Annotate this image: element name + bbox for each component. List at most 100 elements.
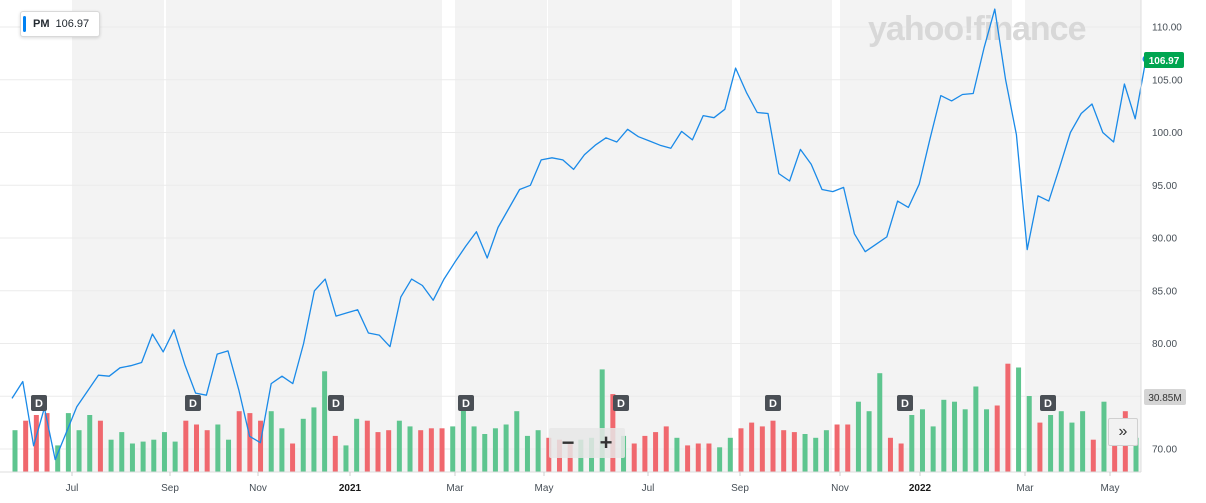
y-tick-label: 100.00: [1152, 128, 1183, 139]
volume-bar: [12, 430, 18, 472]
volume-bar: [631, 443, 637, 472]
volume-bar: [653, 432, 659, 472]
volume-bar: [514, 411, 520, 472]
volume-bars: [12, 363, 1139, 472]
volume-bar: [973, 386, 979, 472]
volume-bar: [823, 430, 829, 472]
x-tick-label: 2021: [339, 483, 362, 494]
x-tick-label: Jul: [66, 483, 79, 494]
month-band: [258, 0, 350, 472]
ticker-legend[interactable]: PM 106.97: [20, 11, 101, 37]
volume-bar: [898, 443, 904, 472]
dividend-marker[interactable]: D: [897, 395, 913, 411]
volume-bar: [140, 441, 146, 472]
volume-bar: [1026, 396, 1032, 472]
y-tick-label: 95.00: [1152, 181, 1177, 192]
volume-bar: [1101, 401, 1107, 472]
volume-bar: [685, 445, 691, 472]
dividend-marker[interactable]: D: [613, 395, 629, 411]
x-tick-label: 2022: [909, 483, 932, 494]
dividend-label: D: [35, 398, 43, 410]
volume-bar: [770, 420, 776, 472]
volume-bar: [108, 439, 114, 472]
volume-bar: [354, 418, 360, 472]
month-band: [920, 0, 1012, 472]
volume-bar: [460, 396, 466, 472]
volume-bar: [65, 413, 71, 472]
volume-bar: [439, 428, 445, 472]
dividend-marker[interactable]: D: [765, 395, 781, 411]
volume-bar: [1069, 422, 1075, 472]
x-tick-label: Sep: [161, 483, 179, 494]
volume-bar: [215, 424, 221, 472]
last-price-label: 106.97: [1149, 56, 1180, 67]
volume-bar: [129, 443, 135, 472]
month-band: [455, 0, 547, 472]
volume-bar: [919, 409, 925, 472]
volume-bar: [503, 424, 509, 472]
volume-bar: [204, 430, 210, 472]
volume-bar: [749, 422, 755, 472]
dividend-badge: [185, 395, 201, 411]
x-tick-label: Mar: [1016, 483, 1034, 494]
volume-bar: [1133, 437, 1139, 472]
y-tick-label: 105.00: [1152, 75, 1183, 86]
volume-bar: [930, 426, 936, 472]
volume-bar: [55, 445, 61, 472]
dividend-marker[interactable]: D: [458, 395, 474, 411]
month-band: [72, 0, 164, 472]
volume-bar: [428, 428, 434, 472]
dividend-label: D: [617, 398, 625, 410]
dividend-label: D: [769, 398, 777, 410]
volume-bar: [546, 437, 552, 472]
volume-bar: [290, 443, 296, 472]
volume-bar: [695, 443, 701, 472]
month-band: [1025, 0, 1117, 472]
volume-bar: [781, 430, 787, 472]
volume-bar: [984, 409, 990, 472]
yahoo-finance-watermark: yahoo!finance: [868, 10, 1086, 48]
y-tick-label: 110.00: [1152, 23, 1182, 34]
x-tick-label: May: [535, 483, 554, 494]
volume-bar: [76, 430, 82, 472]
volume-bar: [418, 430, 424, 472]
volume-bar: [866, 411, 872, 472]
month-band: [740, 0, 832, 472]
dividend-badge: [328, 395, 344, 411]
ticker-price: 106.97: [55, 18, 90, 30]
volume-bar: [183, 420, 189, 472]
zoom-in-button[interactable]: +: [599, 430, 613, 455]
volume-bar: [674, 437, 680, 472]
dividend-badge: [458, 395, 474, 411]
month-band: [640, 0, 732, 472]
volume-bar: [994, 405, 1000, 472]
dividend-marker[interactable]: D: [1040, 395, 1056, 411]
volume-bar: [1112, 426, 1118, 472]
scroll-to-latest-button[interactable]: »: [1108, 418, 1138, 446]
volume-bar: [909, 415, 915, 472]
volume-bar: [877, 373, 883, 472]
dividend-badge: [1040, 395, 1056, 411]
month-bands: [72, 0, 1141, 472]
zoom-out-button[interactable]: −: [561, 430, 575, 455]
volume-bar: [855, 401, 861, 472]
dividend-marker[interactable]: D: [185, 395, 201, 411]
y-tick-label: 90.00: [1152, 234, 1177, 245]
volume-bar: [482, 434, 488, 472]
dividend-label: D: [901, 398, 909, 410]
dividend-marker[interactable]: D: [31, 395, 47, 411]
double-chevron-right-icon: »: [1118, 423, 1128, 440]
month-band: [350, 0, 442, 472]
volume-bar: [258, 420, 264, 472]
x-tick-label: Jul: [642, 483, 655, 494]
dividend-label: D: [462, 398, 470, 410]
month-band: [840, 0, 932, 472]
volume-bar: [364, 420, 370, 472]
volume-bar: [300, 418, 306, 472]
volume-bar: [97, 420, 103, 472]
x-tick-label: Nov: [831, 483, 849, 494]
price-line: [11, 8, 1147, 461]
dividend-marker[interactable]: D: [328, 395, 344, 411]
